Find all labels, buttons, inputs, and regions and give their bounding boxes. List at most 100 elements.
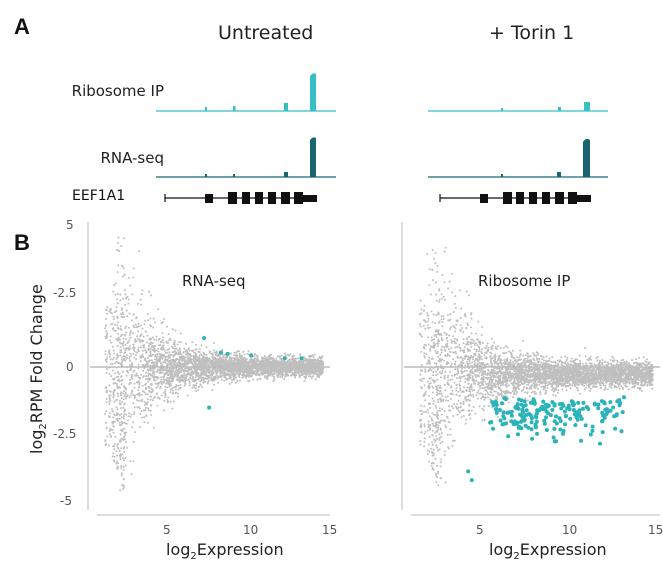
- scatter-point: [120, 391, 122, 393]
- scatter-point: [194, 367, 196, 369]
- scatter-point: [126, 395, 128, 397]
- scatter-point: [181, 376, 183, 378]
- scatter-point: [168, 373, 170, 375]
- scatter-point: [272, 359, 274, 361]
- scatter-point: [164, 359, 166, 361]
- scatter-point: [178, 341, 180, 343]
- scatter-point: [105, 387, 107, 389]
- scatter-point: [449, 355, 451, 357]
- scatter-point: [112, 429, 114, 431]
- scatter-point: [551, 356, 553, 358]
- scatter-point: [483, 409, 485, 411]
- scatter-point: [124, 293, 126, 295]
- scatter-point: [119, 355, 121, 357]
- scatter-point: [168, 360, 170, 362]
- scatter-point: [121, 421, 123, 423]
- scatter-point: [315, 373, 317, 375]
- scatter-point: [284, 369, 286, 371]
- scatter-point: [256, 360, 258, 362]
- scatter-point: [177, 373, 179, 375]
- scatter-point: [138, 406, 140, 408]
- scatter-point: [166, 326, 168, 328]
- scatter-point: [192, 363, 194, 365]
- scatter-point: [219, 371, 221, 373]
- scatter-point: [142, 350, 144, 352]
- scatter-point: [203, 371, 205, 373]
- scatter-point: [124, 351, 126, 353]
- scatter-point: [128, 415, 130, 417]
- scatter-point: [121, 413, 123, 415]
- scatter-point: [113, 395, 115, 397]
- scatter-point: [246, 364, 248, 366]
- scatter-point: [299, 354, 301, 356]
- scatter-point: [119, 294, 121, 296]
- scatter-point: [436, 300, 438, 302]
- scatter-point: [186, 353, 188, 355]
- scatter-point: [152, 326, 154, 328]
- scatter-point: [264, 355, 266, 357]
- scatter-point: [239, 363, 241, 365]
- scatter-point: [313, 365, 315, 367]
- scatter-point: [193, 386, 195, 388]
- scatter-point: [123, 448, 125, 450]
- scatter-point: [209, 352, 211, 354]
- scatter-point: [475, 333, 477, 335]
- scatter-point: [117, 387, 119, 389]
- scatter-point: [208, 357, 210, 359]
- scatter-point: [449, 428, 451, 430]
- scatter-point: [125, 392, 127, 394]
- scatter-point: [126, 354, 128, 356]
- scatter-point: [190, 355, 192, 357]
- scatter-point: [278, 366, 280, 368]
- scatter-point: [122, 276, 124, 278]
- scatter-point: [294, 377, 296, 379]
- scatter-point: [141, 354, 143, 356]
- scatter-point: [232, 364, 234, 366]
- scatter-point: [104, 336, 106, 338]
- scatter-point: [214, 378, 216, 380]
- scatter-point: [129, 364, 131, 366]
- scatter-point: [163, 376, 165, 378]
- scatter-point: [247, 372, 249, 374]
- scatter-point: [151, 359, 153, 361]
- scatter-point: [571, 358, 573, 360]
- scatter-point: [124, 394, 126, 396]
- scatter-point: [145, 375, 147, 377]
- scatter-point: [114, 421, 116, 423]
- scatter-point: [480, 397, 482, 399]
- scatter-point: [114, 443, 116, 445]
- scatter-point: [186, 368, 188, 370]
- scatter-point: [305, 368, 307, 370]
- scatter-point: [133, 267, 135, 269]
- scatter-point: [183, 372, 185, 374]
- scatter-point: [120, 447, 122, 449]
- scatter-point: [204, 354, 206, 356]
- scatter-point: [128, 412, 130, 414]
- scatter-point: [120, 245, 122, 247]
- scatter-point: [188, 379, 190, 381]
- scatter-point: [285, 374, 287, 376]
- scatter-point: [117, 371, 119, 373]
- scatter-point: [197, 368, 199, 370]
- scatter-point: [143, 421, 145, 423]
- scatter-point: [113, 382, 115, 384]
- scatter-point: [184, 385, 186, 387]
- scatter-point: [145, 359, 147, 361]
- scatter-point: [238, 374, 240, 376]
- scatter-point: [128, 277, 130, 279]
- scatter-point: [117, 333, 119, 335]
- scatter-point: [112, 423, 114, 425]
- scatter-point: [124, 422, 126, 424]
- scatter-point: [138, 384, 140, 386]
- scatter-point: [162, 372, 164, 374]
- scatter-point: [167, 369, 169, 371]
- scatter-point: [149, 324, 151, 326]
- scatter-point: [497, 416, 499, 418]
- scatter-point: [141, 293, 143, 295]
- scatter-point: [164, 350, 166, 352]
- scatter-point: [177, 396, 179, 398]
- scatter-point: [457, 414, 459, 416]
- scatter-point: [194, 379, 196, 381]
- scatter-point: [223, 372, 225, 374]
- scatter-point: [177, 385, 179, 387]
